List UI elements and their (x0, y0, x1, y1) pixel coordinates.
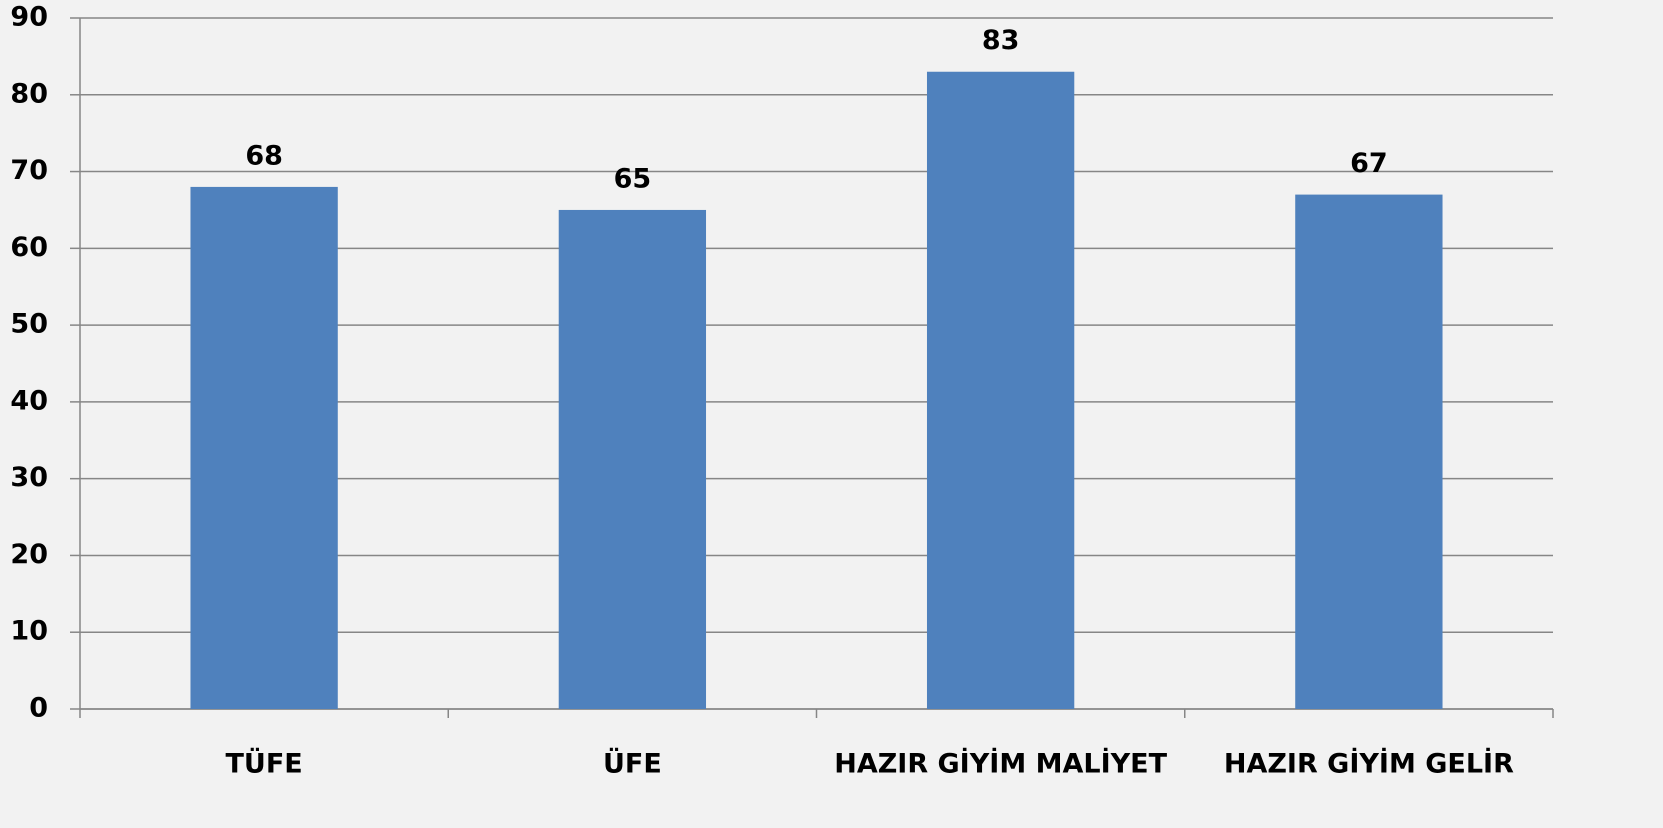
bar (1295, 194, 1443, 710)
y-tick-label: 30 (10, 462, 48, 493)
y-tick-label: 10 (10, 616, 48, 647)
y-tick-label: 80 (10, 78, 48, 109)
data-label: 83 (982, 25, 1020, 56)
bar (190, 186, 338, 709)
y-tick-label: 40 (10, 385, 48, 416)
y-tick-label: 60 (10, 232, 48, 263)
bar (558, 209, 707, 709)
x-tick-label: HAZIR GİYİM MALİYET (834, 748, 1167, 780)
bar (926, 71, 1075, 709)
data-label: 67 (1350, 148, 1388, 179)
y-tick-label: 20 (10, 539, 48, 570)
data-label: 65 (614, 163, 652, 194)
y-tick-label: 50 (10, 309, 48, 340)
y-tick-label: 0 (29, 693, 48, 724)
y-tick-label: 70 (10, 155, 48, 186)
x-tick-label: TÜFE (226, 747, 303, 780)
x-tick-label: HAZIR GİYİM GELİR (1224, 748, 1514, 780)
x-tick-label: ÜFE (603, 747, 662, 780)
data-label: 68 (245, 140, 283, 171)
y-tick-label: 90 (10, 2, 48, 33)
